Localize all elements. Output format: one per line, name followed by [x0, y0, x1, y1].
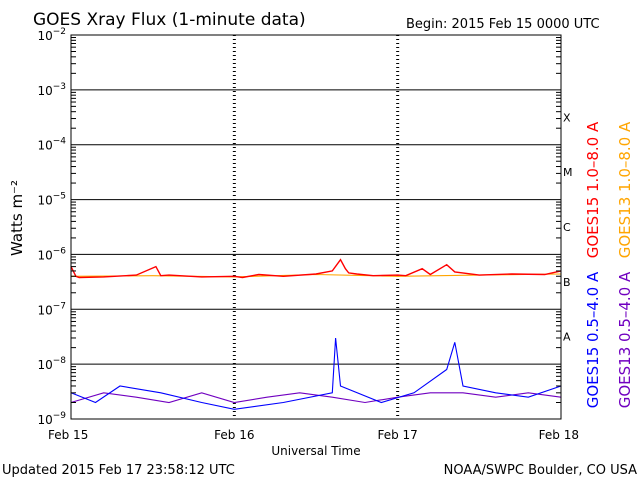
y-axis-label: Watts m⁻²	[8, 180, 26, 256]
x-tick-label: Feb 16	[214, 428, 254, 442]
y-tick-label: 10−9	[37, 411, 66, 427]
flare-class-label: A	[563, 331, 571, 344]
series-line	[70, 392, 562, 404]
credit-line: NOAA/SWPC Boulder, CO USA	[444, 463, 637, 478]
updated-timestamp: Updated 2015 Feb 17 23:58:12 UTC	[2, 463, 235, 478]
chart-title: GOES Xray Flux (1-minute data)	[33, 10, 306, 30]
plot-frame	[70, 34, 562, 420]
flare-class-label: C	[563, 221, 571, 234]
y-tick-label: 10−2	[37, 27, 66, 43]
legend-entry: GOES15 0.5–4.0 A	[584, 271, 602, 408]
x-axis-label: Universal Time	[271, 444, 360, 458]
y-tick-label: 10−6	[37, 246, 66, 262]
flare-class-label: B	[563, 276, 571, 289]
legend-entry: GOES13 1.0–8.0 A	[616, 121, 634, 258]
y-tick-label: 10−8	[37, 356, 66, 372]
series-line	[70, 337, 562, 410]
y-tick-label: 10−4	[37, 137, 66, 153]
x-tick-label: Feb 18	[539, 428, 579, 442]
series-line	[70, 258, 562, 279]
grid	[71, 35, 561, 419]
legend: GOES15 1.0–8.0 A GOES13 1.0–8.0 A GOES15 0…	[584, 121, 634, 408]
begin-date: Begin: 2015 Feb 15 0000 UTC	[406, 17, 600, 32]
legend-entry: GOES15 1.0–8.0 A	[584, 121, 602, 258]
flare-class-label: M	[563, 166, 573, 179]
y-tick-label: 10−3	[37, 82, 66, 98]
y-tick-label: 10−7	[37, 301, 66, 317]
legend-entry: GOES13 0.5–4.0 A	[616, 271, 634, 408]
x-tick-label: Feb 15	[48, 428, 88, 442]
flare-class-label: X	[563, 111, 571, 124]
y-tick-label: 10−5	[37, 192, 66, 208]
data-series	[70, 258, 562, 410]
x-tick-label: Feb 17	[377, 428, 417, 442]
